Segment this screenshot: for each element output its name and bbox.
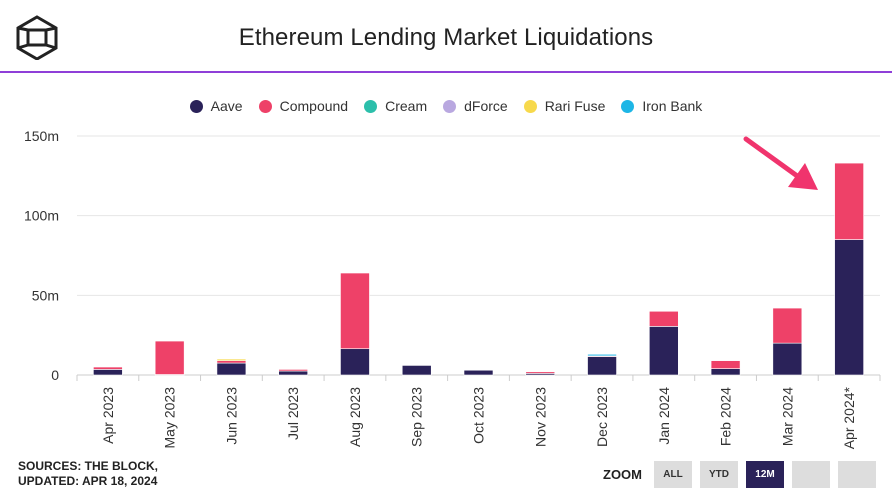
zoom-all-button[interactable]: ALL [654,461,692,488]
x-tick-label: Sep 2023 [409,387,425,447]
legend-dot-aave [189,99,203,113]
zoom-extra-button-2[interactable] [838,461,876,488]
bar-segment-aave [93,369,123,376]
bar-segment-aave [463,369,494,376]
header: Ethereum Lending Market Liquidations [0,0,892,73]
legend-item-dforce[interactable]: dForce [443,98,508,114]
legend-label-compound: Compound [279,98,349,114]
x-tick-label: Dec 2023 [594,387,610,447]
x-tick-label: Apr 2024* [841,386,857,449]
legend-dot-iron-bank [621,99,635,113]
legend-dot-dforce [443,99,457,113]
legend-label-aave: Aave [210,98,243,114]
bar-segment-aave [772,342,803,376]
bar-segment-compound [216,360,247,364]
x-tick-label: Feb 2024 [718,387,734,446]
x-tick-label: Jun 2023 [223,387,239,445]
bar-segment-aave [587,356,617,376]
bar-segment-aave [649,326,679,376]
x-tick-label: Oct 2023 [471,387,487,444]
legend-item-cream[interactable]: Cream [364,98,427,114]
bar-segment-compound [340,272,370,350]
bar-segment-rari-fuse [216,358,247,361]
legend: Aave Compound Cream dForce Rari Fuse Iro… [0,98,892,114]
bar-segment-compound [649,310,679,327]
chart-title: Ethereum Lending Market Liquidations [238,24,654,51]
bar-segment-compound [278,369,308,372]
zoom-label: ZOOM [603,467,642,482]
bar-segment-aave [278,370,308,376]
annotation-arrow-head [788,163,818,190]
legend-label-dforce: dForce [464,98,508,114]
bar-segment-compound [710,360,741,369]
legend-label-cream: Cream [385,98,428,114]
bar-segment-aave [340,348,370,376]
bar-segment-compound [834,162,864,240]
zoom-extra-button-1[interactable] [792,461,830,488]
bar-segment-iron-bank [587,353,617,357]
bar-segment-compound [772,307,803,344]
y-tick-label: 50m [32,287,59,303]
y-tick-label: 0 [51,367,59,383]
x-tick-label: Jan 2024 [656,387,672,445]
legend-item-rari-fuse[interactable]: Rari Fuse [523,98,606,114]
legend-item-compound[interactable]: Compound [258,98,349,114]
x-tick-label: Apr 2023 [100,387,116,444]
bar-segment-aave [216,362,247,376]
bar-segment-compound [93,366,123,370]
legend-dot-cream [364,99,378,113]
x-tick-label: Aug 2023 [347,387,363,447]
sources-line: SOURCES: THE BLOCK, [18,459,159,473]
y-tick-label: 150m [24,128,59,144]
updated-line: UPDATED: APR 18, 2024 [18,474,158,488]
bar-segment-aave [710,368,741,376]
sources-note: SOURCES: THE BLOCK, UPDATED: APR 18, 202… [18,459,158,489]
legend-dot-compound [258,99,272,113]
bar-segment-compound [154,340,185,375]
legend-label-rari-fuse: Rari Fuse [544,98,606,114]
bar-segment-aave [834,239,864,376]
the-block-logo-icon [16,15,58,60]
bar-segment-aave [401,365,432,376]
legend-item-aave[interactable]: Aave [189,98,243,114]
annotation-arrow-shaft [743,136,803,181]
x-tick-label: Mar 2024 [779,387,795,446]
liquidations-bar-chart: 0 50m 100m 150m Apr 2023 May 2023 Jun 2023 Jul … [24,128,881,449]
zoom-controls: ZOOM ALL YTD 12M [603,461,884,488]
x-tick-label: May 2023 [162,387,178,449]
bar-segment-compound [525,371,556,374]
x-tick-label: Nov 2023 [532,387,548,447]
zoom-12m-button[interactable]: 12M [746,461,784,488]
legend-dot-rari-fuse [523,99,537,113]
legend-label-iron-bank: Iron Bank [642,98,703,114]
y-tick-label: 100m [24,208,59,224]
legend-item-iron-bank[interactable]: Iron Bank [621,98,702,114]
zoom-ytd-button[interactable]: YTD [700,461,738,488]
x-tick-label: Jul 2023 [285,387,301,440]
